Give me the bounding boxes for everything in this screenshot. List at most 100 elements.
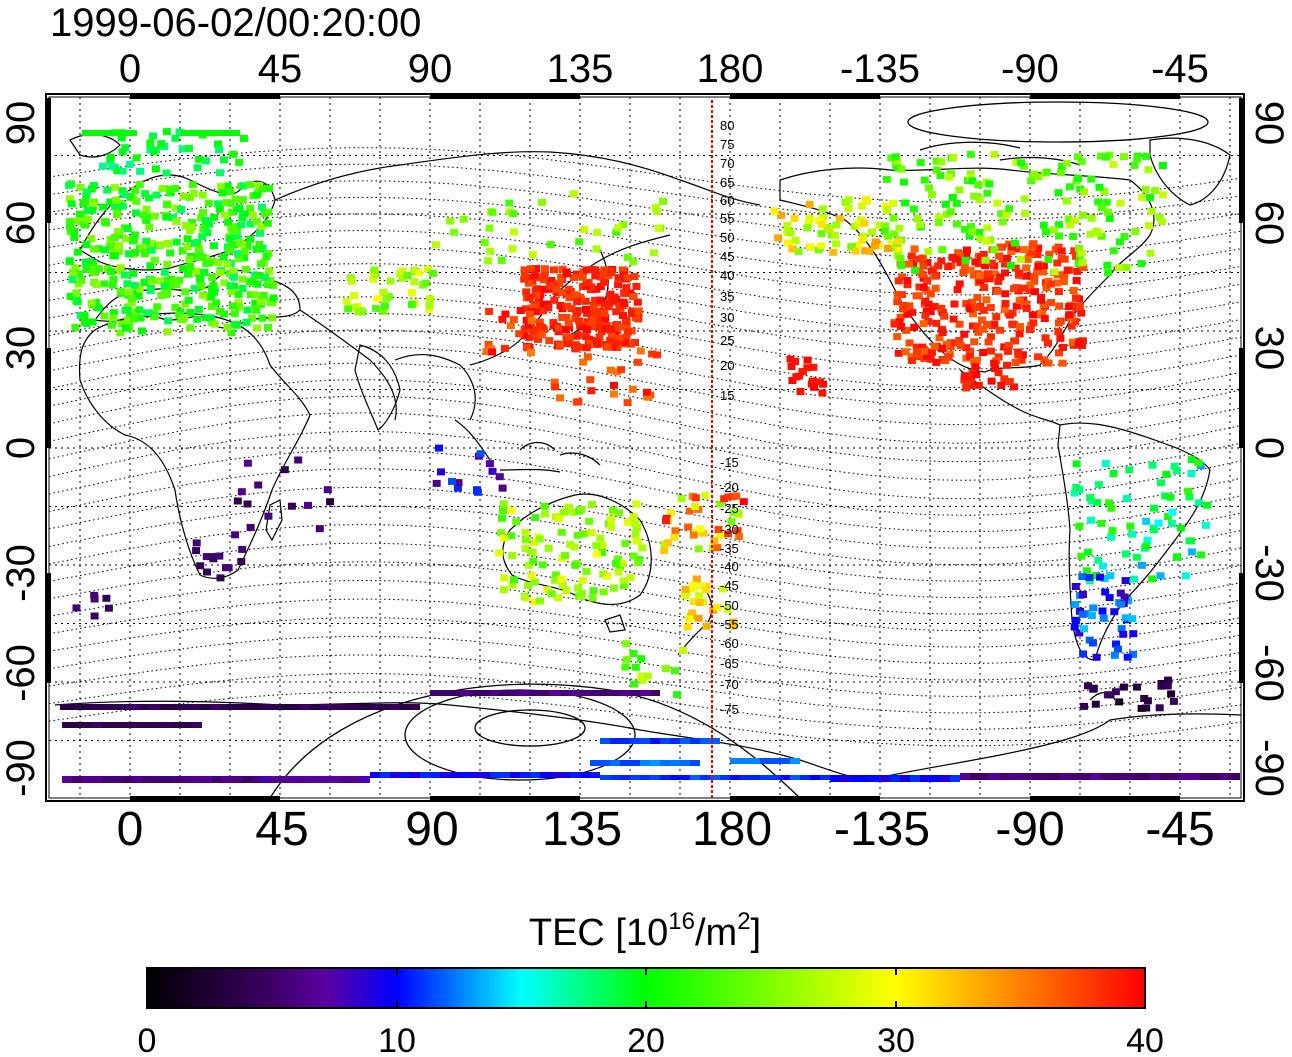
- tec-pixel: [620, 690, 630, 696]
- magnetic-latitude-contour: [49, 412, 1241, 500]
- tec-pixel: [90, 198, 98, 206]
- tec-pixel: [223, 182, 232, 190]
- tec-pixel: [190, 284, 199, 292]
- magnetic-latitude-contour: [49, 449, 1241, 533]
- tec-pixel: [1092, 227, 1101, 235]
- tec-pixel: [507, 506, 516, 514]
- tec-pixel: [226, 188, 235, 196]
- tec-pixel: [1148, 461, 1157, 469]
- tec-pixel: [1112, 640, 1120, 648]
- tec-pixel: [200, 268, 209, 276]
- tec-pixel: [516, 307, 525, 314]
- tec-pixel: [258, 314, 267, 322]
- tec-pixel: [618, 560, 627, 568]
- tec-pixel: [192, 539, 201, 547]
- tec-pixel: [1128, 615, 1137, 623]
- tec-pixel: [535, 296, 543, 304]
- tec-pixel: [913, 348, 921, 356]
- tec-pixel: [152, 722, 162, 728]
- tec-pixel: [968, 228, 977, 236]
- tec-pixel: [1203, 501, 1212, 509]
- tec-pixel: [520, 266, 529, 274]
- tec-pixel: [1077, 157, 1086, 165]
- tec-pixel: [162, 277, 171, 284]
- tec-pixel: [582, 279, 591, 287]
- tec-pixel: [620, 289, 629, 297]
- tec-pixel: [1078, 337, 1087, 345]
- tec-pixel: [601, 300, 610, 307]
- tec-pixel: [484, 340, 493, 348]
- tec-pixel: [633, 298, 642, 306]
- tec-pixel: [660, 760, 670, 766]
- tec-pixel: [714, 525, 723, 533]
- tec-pixel: [253, 280, 262, 288]
- tec-pixel: [940, 312, 949, 320]
- tec-pixel: [1022, 304, 1031, 312]
- tec-pixel: [188, 181, 197, 189]
- tec-pixel: [633, 524, 641, 532]
- tec-pixel: [562, 270, 571, 278]
- tec-pixel: [955, 320, 964, 328]
- tec-pixel: [941, 357, 950, 364]
- tec-pixel: [976, 277, 985, 285]
- tec-pixel: [800, 775, 810, 780]
- tec-pixel: [1108, 527, 1117, 535]
- tec-pixel: [243, 242, 252, 250]
- tec-pixel: [673, 691, 682, 699]
- tec-pixel: [238, 214, 247, 221]
- contour-label: 35: [720, 289, 734, 304]
- tec-pixel: [185, 193, 194, 201]
- tec-pixel: [1033, 251, 1042, 258]
- tec-pixel: [894, 246, 903, 254]
- tec-pixel: [525, 310, 534, 318]
- tec-pixel: [1117, 600, 1126, 608]
- tec-pixel: [727, 518, 736, 526]
- tec-pixel: [650, 690, 660, 696]
- top-lon-label: 180: [697, 47, 764, 91]
- tec-pixel: [528, 251, 537, 259]
- tec-pixel: [255, 241, 264, 248]
- tec-pixel: [562, 587, 571, 594]
- tec-pixel: [536, 597, 544, 605]
- tec-pixel: [557, 575, 566, 583]
- tec-pixel: [936, 172, 945, 179]
- tec-pixel: [194, 254, 203, 261]
- tec-pixel: [651, 203, 660, 211]
- tec-pixel: [959, 269, 968, 276]
- tec-pixel: [795, 372, 804, 380]
- tec-pixel: [163, 260, 172, 268]
- tec-pixel: [558, 582, 567, 590]
- tec-pixel: [1157, 217, 1166, 225]
- tec-pixel: [1102, 153, 1110, 161]
- tec-pixel: [1069, 287, 1078, 294]
- contour-label: -25: [720, 501, 739, 516]
- tec-pixel: [1007, 248, 1016, 255]
- tec-pixel: [702, 622, 711, 630]
- tec-pixel: [234, 250, 242, 258]
- tec-pixel: [955, 250, 964, 258]
- tec-pixel: [915, 268, 924, 276]
- tec-pixel: [1097, 204, 1106, 212]
- tec-pixel: [227, 288, 236, 296]
- tec-pixel: [99, 203, 108, 211]
- tec-pixel: [535, 535, 544, 543]
- colorbar-label: TEC [1016/m2]: [529, 908, 761, 954]
- tec-pixel: [627, 310, 636, 317]
- contour-label: 55: [720, 211, 734, 226]
- tec-pixel: [630, 738, 640, 744]
- tec-pixel: [203, 568, 211, 576]
- tec-pixel: [571, 345, 580, 353]
- tec-pixel: [88, 206, 97, 214]
- tec-pixel: [1138, 194, 1147, 201]
- tec-pixel: [796, 388, 805, 395]
- tec-pixel: [1084, 548, 1093, 556]
- tec-pixel: [500, 772, 510, 778]
- tec-pixel: [521, 594, 530, 601]
- tec-pixel: [589, 302, 598, 310]
- tec-pixel: [790, 775, 800, 780]
- tec-pixel: [558, 313, 567, 321]
- tec-pixel: [1075, 522, 1084, 530]
- tec-pixel: [750, 775, 760, 780]
- tec-pixel: [72, 289, 81, 297]
